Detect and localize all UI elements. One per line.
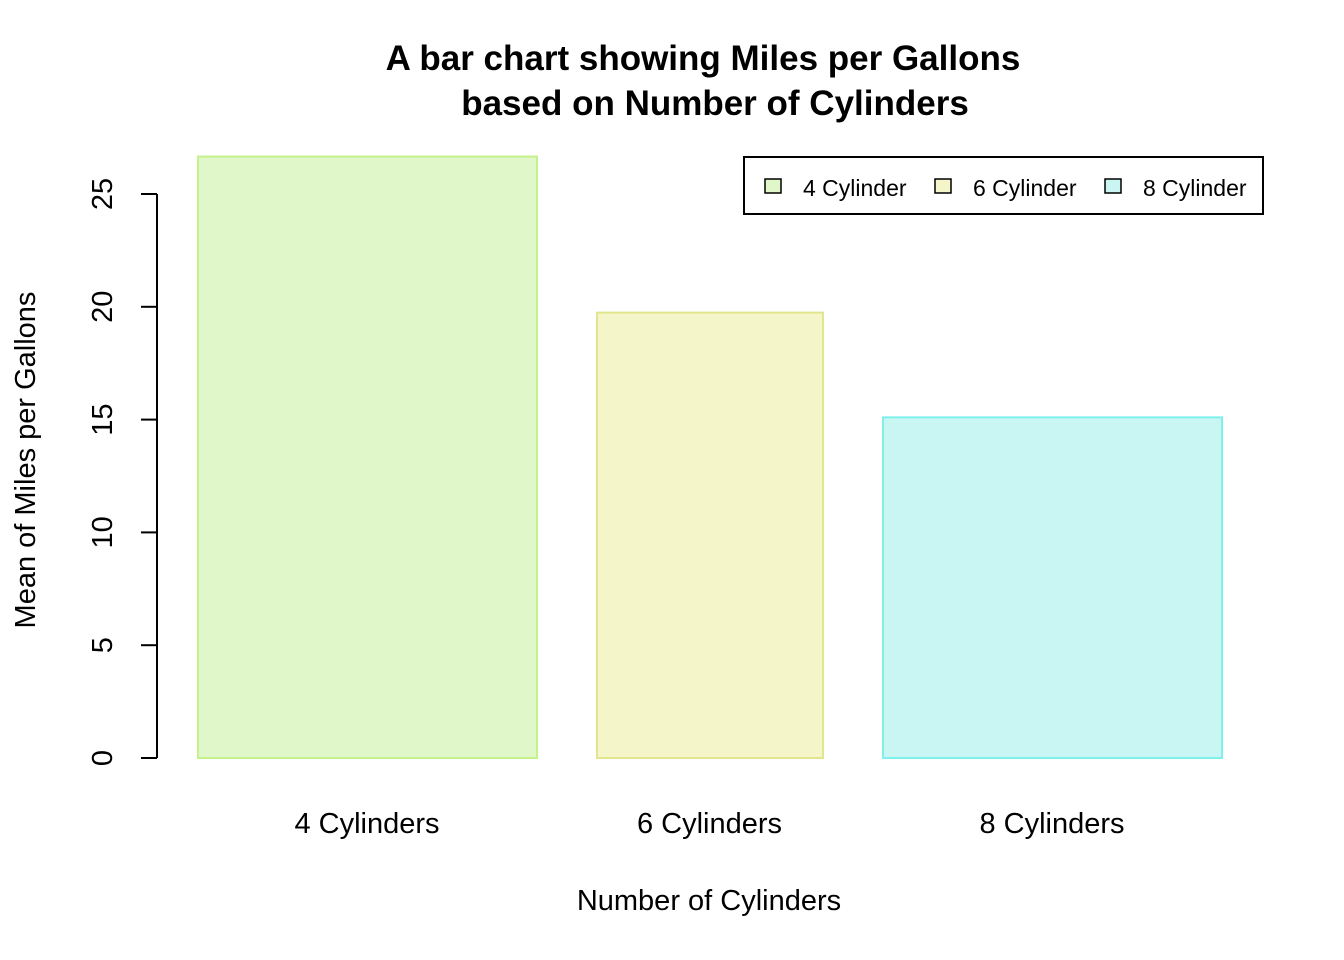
y-tick-label: 5 — [87, 637, 119, 653]
y-tick-label: 0 — [87, 750, 119, 766]
bars — [197, 155, 1223, 759]
y-tick-label: 25 — [87, 178, 119, 210]
chart-title-line-1: A bar chart showing Miles per Gallons — [386, 39, 1021, 78]
legend: 4 Cylinder 6 Cylinder 8 Cylinder — [743, 156, 1264, 215]
legend-swatch — [764, 178, 782, 194]
legend-label: 6 Cylinder — [973, 175, 1077, 201]
bar-1 — [197, 155, 538, 759]
y-axis: 0 5 10 15 20 25 — [87, 178, 158, 766]
legend-swatch — [934, 178, 952, 194]
legend-box — [743, 156, 1264, 215]
y-axis-label: Mean of Miles per Gallons — [10, 292, 42, 629]
x-tick-label: 8 Cylinders — [979, 808, 1124, 840]
bar-3 — [882, 416, 1223, 759]
x-axis-label: Number of Cylinders — [577, 885, 841, 917]
y-tick-label: 20 — [87, 291, 119, 323]
chart-title-line-2: based on Number of Cylinders — [461, 84, 969, 123]
x-axis-tick-labels: 4 Cylinders 6 Cylinders 8 Cylinders — [294, 808, 1124, 840]
legend-swatch — [1104, 178, 1122, 194]
legend-label: 8 Cylinder — [1143, 175, 1247, 201]
y-tick-label: 10 — [87, 516, 119, 548]
x-tick-label: 6 Cylinders — [637, 808, 782, 840]
x-tick-label: 4 Cylinders — [294, 808, 439, 840]
legend-label: 4 Cylinder — [803, 175, 907, 201]
bar-2 — [596, 311, 824, 759]
y-tick-label: 15 — [87, 403, 119, 435]
chart-title: A bar chart showing Miles per Gallons ba… — [386, 39, 1021, 123]
